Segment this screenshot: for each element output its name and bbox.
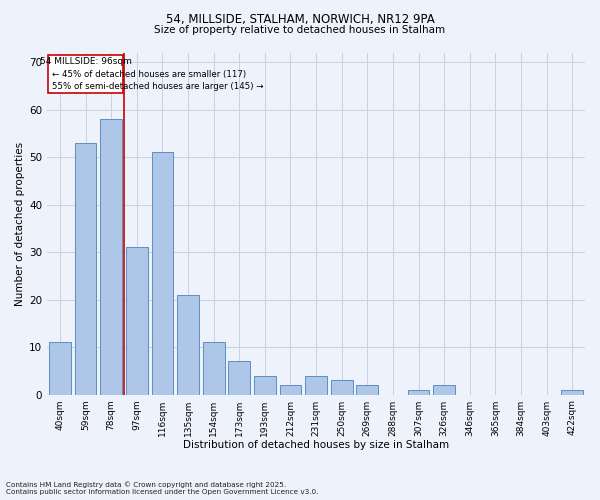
Text: Size of property relative to detached houses in Stalham: Size of property relative to detached ho… xyxy=(154,25,446,35)
Bar xyxy=(177,295,199,394)
Text: 54, MILLSIDE, STALHAM, NORWICH, NR12 9PA: 54, MILLSIDE, STALHAM, NORWICH, NR12 9PA xyxy=(166,12,434,26)
Text: Contains HM Land Registry data © Crown copyright and database right 2025.
Contai: Contains HM Land Registry data © Crown c… xyxy=(6,482,319,495)
Bar xyxy=(562,390,583,394)
X-axis label: Distribution of detached houses by size in Stalham: Distribution of detached houses by size … xyxy=(183,440,449,450)
Bar xyxy=(126,248,148,394)
FancyBboxPatch shape xyxy=(47,55,124,93)
Bar xyxy=(254,376,276,394)
Bar xyxy=(433,385,455,394)
Bar xyxy=(203,342,224,394)
Bar xyxy=(356,385,378,394)
Text: 55% of semi-detached houses are larger (145) →: 55% of semi-detached houses are larger (… xyxy=(52,82,263,92)
Bar xyxy=(305,376,327,394)
Bar xyxy=(74,143,97,395)
Bar xyxy=(229,362,250,394)
Bar xyxy=(152,152,173,394)
Bar xyxy=(407,390,430,394)
Bar xyxy=(100,119,122,394)
Bar xyxy=(280,385,301,394)
Text: ← 45% of detached houses are smaller (117): ← 45% of detached houses are smaller (11… xyxy=(52,70,245,79)
Bar xyxy=(49,342,71,394)
Text: 54 MILLSIDE: 96sqm: 54 MILLSIDE: 96sqm xyxy=(40,58,131,66)
Bar xyxy=(331,380,353,394)
Y-axis label: Number of detached properties: Number of detached properties xyxy=(15,142,25,306)
